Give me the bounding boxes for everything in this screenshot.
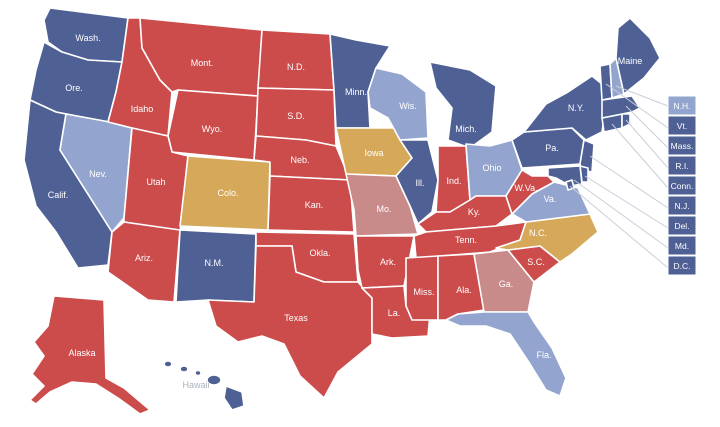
legend-label-0: N.H. xyxy=(674,101,691,111)
legend-label-2: Mass. xyxy=(671,141,694,151)
state-nd[interactable] xyxy=(257,29,335,91)
label-calif: Calif. xyxy=(48,190,69,200)
label-wash: Wash. xyxy=(75,33,100,43)
label-ga: Ga. xyxy=(499,279,514,289)
legend-box-3[interactable] xyxy=(667,155,697,176)
label-tenn: Tenn. xyxy=(455,235,477,245)
label-wva: W.Va. xyxy=(514,183,537,193)
label-wis: Wis. xyxy=(399,101,417,111)
state-ri[interactable] xyxy=(621,113,631,129)
small-state-legend: N.H. Vt. Mass. R.I. Conn. N.J. Del. Md. D.C. xyxy=(667,95,697,276)
state-nc[interactable] xyxy=(495,213,599,263)
label-fla: Fla. xyxy=(536,350,551,360)
state-fla[interactable] xyxy=(445,311,567,397)
legend-box-4[interactable] xyxy=(667,175,697,196)
state-kan[interactable] xyxy=(267,175,355,233)
label-ill: Ill. xyxy=(416,178,425,188)
label-mo: Mo. xyxy=(376,204,391,214)
label-kan: Kan. xyxy=(305,200,324,210)
label-wyo: Wyo. xyxy=(202,124,222,134)
legend-box-1[interactable] xyxy=(667,115,697,136)
label-mont: Mont. xyxy=(191,58,214,68)
legend-box-6[interactable] xyxy=(667,215,697,236)
label-neb: Neb. xyxy=(290,155,309,165)
label-mich: Mich. xyxy=(455,124,477,134)
label-ore: Ore. xyxy=(65,83,83,93)
label-colo: Colo. xyxy=(217,188,238,198)
state-ga[interactable] xyxy=(473,249,535,313)
label-idaho: Idaho xyxy=(131,104,154,114)
label-va: Va. xyxy=(544,194,557,204)
label-ind: Ind. xyxy=(446,176,461,186)
label-minn: Minn. xyxy=(345,87,367,97)
state-labels: Wash. Ore. Calif. Nev. Idaho Mont. Wyo. … xyxy=(48,33,643,390)
label-sd: S.D. xyxy=(287,111,305,121)
label-texas: Texas xyxy=(284,313,308,323)
legend-box-0[interactable] xyxy=(667,95,697,116)
legend-label-4: Conn. xyxy=(671,181,694,191)
legend-box-5[interactable] xyxy=(667,195,697,216)
legend-label-3: R.I. xyxy=(675,161,688,171)
legend-label-1: Vt. xyxy=(677,121,687,131)
state-alaska[interactable] xyxy=(29,295,151,415)
state-hawaii[interactable] xyxy=(163,360,245,411)
state-wyo[interactable] xyxy=(167,89,259,161)
label-iowa: Iowa xyxy=(364,148,383,158)
label-nm: N.M. xyxy=(205,258,224,268)
label-la: La. xyxy=(388,308,401,318)
label-nev: Nev. xyxy=(89,169,107,179)
state-la[interactable] xyxy=(361,285,431,339)
label-nd: N.D. xyxy=(287,62,305,72)
label-alaska: Alaska xyxy=(68,348,95,358)
label-ark: Ark. xyxy=(380,257,396,267)
state-texas[interactable] xyxy=(207,245,373,399)
label-utah: Utah xyxy=(146,177,165,187)
legend-label-7: Md. xyxy=(675,241,689,251)
state-wva[interactable] xyxy=(505,169,555,215)
legend-box-7[interactable] xyxy=(667,235,697,256)
label-ny: N.Y. xyxy=(568,103,584,113)
legend-label-6: Del. xyxy=(674,221,689,231)
state-mich[interactable] xyxy=(429,61,497,149)
label-pa: Pa. xyxy=(545,143,559,153)
label-okla: Okla. xyxy=(309,248,330,258)
label-sc: S.C. xyxy=(527,257,545,267)
label-maine: Maine xyxy=(618,56,643,66)
state-miss[interactable] xyxy=(405,255,439,321)
label-hawaii: Hawaii xyxy=(182,380,209,390)
leader-lines xyxy=(569,83,669,269)
label-ky: Ky. xyxy=(468,207,480,217)
label-ariz: Ariz. xyxy=(135,253,153,263)
legend-label-5: N.J. xyxy=(674,201,689,211)
label-nc: N.C. xyxy=(529,228,547,238)
label-miss: Miss. xyxy=(414,287,435,297)
legend-box-8[interactable] xyxy=(667,255,697,276)
legend-box-2[interactable] xyxy=(667,135,697,156)
label-ala: Ala. xyxy=(456,285,472,295)
legend-label-8: D.C. xyxy=(674,261,691,271)
state-maine[interactable] xyxy=(615,17,661,95)
label-ohio: Ohio xyxy=(482,163,501,173)
